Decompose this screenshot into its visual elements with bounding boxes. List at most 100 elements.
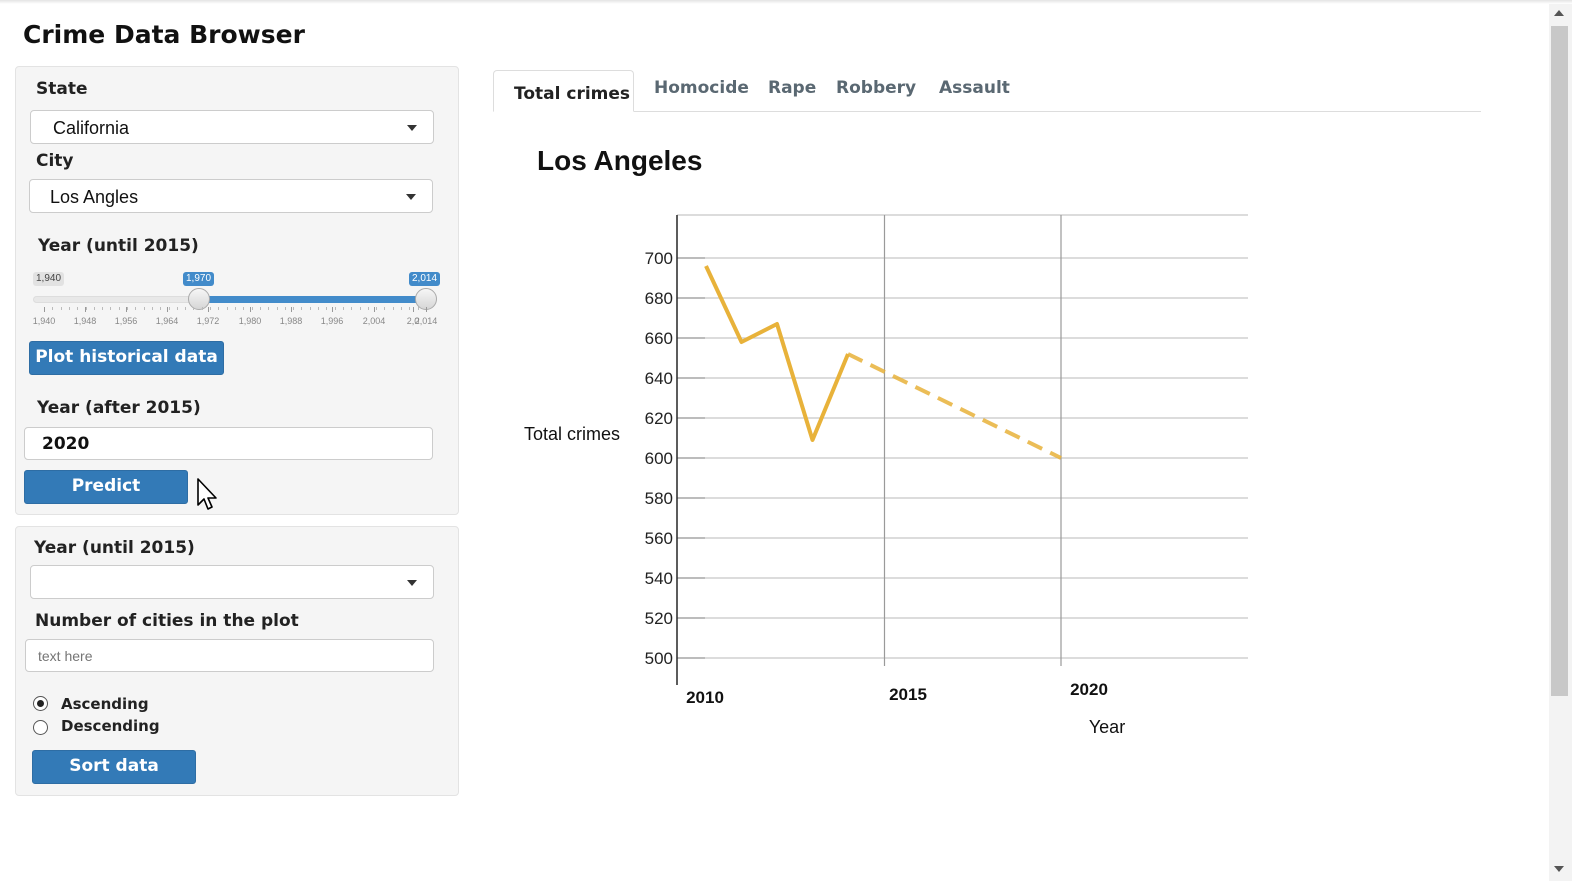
tab-homicide[interactable]: Homocide	[654, 78, 749, 98]
slider-minor-tick	[110, 307, 112, 310]
tab-robbery[interactable]: Robbery	[836, 78, 917, 98]
chevron-down-icon	[407, 580, 417, 586]
slider-minor-tick	[251, 307, 253, 310]
slider-minor-tick	[318, 307, 320, 310]
chart-grid	[677, 214, 1248, 666]
y-tick-label: 640	[645, 369, 673, 388]
y-tick-label: 500	[645, 649, 673, 668]
radio-ascending-label: Ascending	[61, 695, 149, 713]
slider-minor-tick	[392, 307, 394, 310]
plot-historical-button[interactable]: Plot historical data	[29, 341, 224, 375]
slider-from-badge: 1,970	[183, 272, 215, 286]
y-tick-label: 520	[645, 609, 673, 628]
slider-minor-tick	[160, 307, 162, 310]
radio-descending[interactable]	[33, 720, 48, 735]
slider-tick-label: 2,014	[414, 316, 438, 326]
slider-minor-tick	[201, 307, 203, 310]
slider-minor-tick	[243, 307, 245, 310]
slider-minor-tick	[351, 307, 353, 310]
state-select-value: California	[53, 118, 130, 138]
slider-minor-tick	[334, 307, 336, 310]
app-title: Crime Data Browser	[23, 20, 305, 49]
num-cities-input[interactable]	[25, 639, 434, 672]
x-tick-label: 2020	[1070, 680, 1108, 699]
slider-minor-tick	[176, 307, 178, 310]
city-select[interactable]: Los Angles	[29, 179, 433, 213]
slider-minor-tick	[210, 307, 212, 310]
slider-minor-tick	[301, 307, 303, 310]
slider-minor-tick	[151, 307, 153, 310]
year-until-label-2: Year (until 2015)	[34, 538, 195, 558]
slider-minor-tick	[359, 307, 361, 310]
slider-minor-tick	[85, 307, 87, 310]
slider-minor-tick	[284, 307, 286, 310]
city-select-value: Los Angles	[50, 187, 139, 207]
x-axis-label: Year	[1089, 717, 1125, 737]
crime-line-chart: 500 520 540 560 580 600 620 640 660 680 700 2010 201…	[524, 214, 1248, 737]
slider-tick-label: 1,948	[73, 316, 97, 326]
tab-total-crimes-label: Total crimes	[514, 84, 631, 104]
slider-major-tick	[426, 307, 427, 312]
scroll-down-icon[interactable]	[1554, 866, 1564, 872]
y-tick-label: 580	[645, 489, 673, 508]
scrollbar-thumb[interactable]	[1551, 26, 1568, 696]
slider-minor-tick	[127, 307, 129, 310]
slider-major-tick	[250, 307, 251, 312]
y-tick-label: 600	[645, 449, 673, 468]
window-top-edge	[0, 0, 1572, 4]
slider-minor-tick	[259, 307, 261, 310]
slider-from-handle[interactable]	[188, 288, 210, 310]
chart-title: Los Angeles	[537, 145, 703, 176]
slider-minor-tick	[118, 307, 120, 310]
chart-series	[704, 265, 1062, 460]
slider-tick-label: 1,940	[32, 316, 56, 326]
slider-tick-label: 2,004	[362, 316, 386, 326]
slider-minor-tick	[235, 307, 236, 310]
tab-rape[interactable]: Rape	[768, 78, 817, 98]
tab-assault[interactable]: Assault	[939, 78, 1010, 98]
slider-minor-tick	[52, 307, 54, 310]
state-label: State	[36, 79, 88, 99]
tab-total-crimes[interactable]: Total crimes	[493, 70, 634, 112]
slider-tick-label: 1,980	[238, 316, 262, 326]
radio-ascending[interactable]	[33, 696, 48, 711]
x-tick-label: 2010	[686, 688, 724, 707]
tabs-divider	[493, 111, 1481, 112]
slider-major-tick	[332, 307, 333, 312]
slider-major-tick	[44, 307, 45, 312]
slider-major-tick	[167, 307, 168, 312]
slider-minor-tick	[367, 307, 369, 310]
year-select[interactable]	[30, 565, 434, 599]
slider-minor-tick	[60, 307, 62, 310]
slider-minor-tick	[68, 307, 70, 310]
historical-line	[704, 265, 850, 442]
slider-minor-tick	[309, 307, 311, 310]
slider-minor-tick	[409, 307, 411, 310]
num-cities-label: Number of cities in the plot	[35, 611, 299, 631]
slider-to-badge: 2,014	[409, 272, 441, 286]
slider-minor-tick	[293, 307, 295, 310]
predict-button[interactable]: Predict	[24, 470, 188, 504]
chart-labels: 500 520 540 560 580 600 620 640 660 680 700 2010 201…	[524, 249, 1125, 737]
y-tick-label: 620	[645, 409, 673, 428]
slider-minor-tick	[93, 307, 95, 310]
slider-minor-tick	[401, 307, 403, 310]
slider-minor-tick	[193, 307, 195, 310]
sort-data-button[interactable]: Sort data	[32, 750, 196, 784]
y-tick-label: 560	[645, 529, 673, 548]
slider-major-tick	[291, 307, 292, 312]
year-after-input[interactable]: 2020	[24, 427, 433, 460]
slider-minor-tick	[168, 307, 170, 310]
slider-minor-tick	[342, 307, 344, 310]
slider-tick-label: 1,996	[320, 316, 344, 326]
slider-tick-label: 1,956	[114, 316, 138, 326]
slider-tick-label: 2,0	[406, 316, 420, 326]
y-axis-label: Total crimes	[524, 424, 620, 444]
year-after-label: Year (after 2015)	[37, 398, 201, 418]
y-tick-label: 680	[645, 289, 673, 308]
state-select[interactable]: California	[30, 110, 434, 144]
y-tick-label: 660	[645, 329, 673, 348]
city-label: City	[36, 151, 74, 171]
scroll-up-icon[interactable]	[1554, 10, 1564, 16]
slider-minor-tick	[185, 307, 187, 310]
